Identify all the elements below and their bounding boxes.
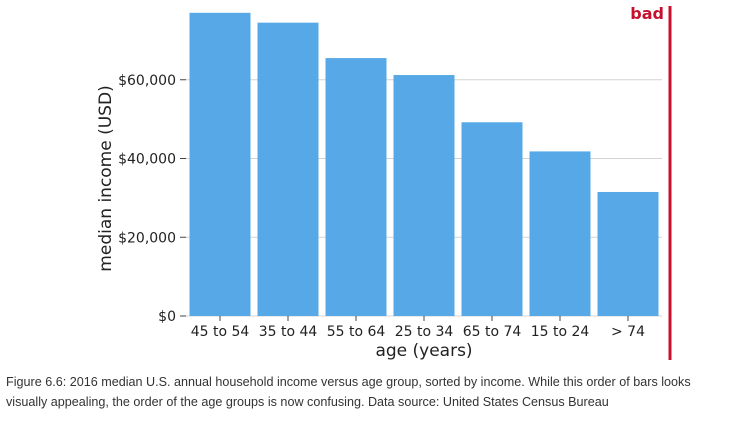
bar <box>257 22 319 316</box>
bar <box>189 12 251 316</box>
y-axis-ticks: $0 $20,000 $40,000 $60,000 <box>118 73 186 325</box>
x-tick-label: 45 to 54 <box>191 324 250 340</box>
y-tick-label: $60,000 <box>118 73 176 89</box>
x-tick-label: 35 to 44 <box>259 324 318 340</box>
y-tick-label: $20,000 <box>118 230 176 246</box>
x-tick-label: 15 to 24 <box>531 324 590 340</box>
bar <box>393 75 455 317</box>
bar-chart: $0 $20,000 $40,000 $60,000 45 to 54 35 to 44… <box>96 4 672 361</box>
bad-annotation: bad <box>630 4 664 23</box>
bars <box>189 12 659 317</box>
figure-caption: Figure 6.6: 2016 median U.S. annual hous… <box>6 375 691 409</box>
bar <box>529 151 591 316</box>
y-tick-label: $40,000 <box>118 152 176 168</box>
x-axis-title: age (years) <box>375 341 472 361</box>
x-tick-label: 25 to 34 <box>395 324 454 340</box>
x-tick-label: > 74 <box>611 324 645 340</box>
bar <box>597 191 659 316</box>
bar <box>325 58 387 316</box>
x-tick-label: 55 to 64 <box>327 324 386 340</box>
y-axis-title: median income (USD) <box>96 85 116 271</box>
x-axis-ticks: 45 to 54 35 to 44 55 to 64 25 to 34 65 to 74… <box>191 316 645 340</box>
y-tick-label: $0 <box>158 309 176 325</box>
bar <box>461 122 523 317</box>
x-tick-label: 65 to 74 <box>463 324 522 340</box>
